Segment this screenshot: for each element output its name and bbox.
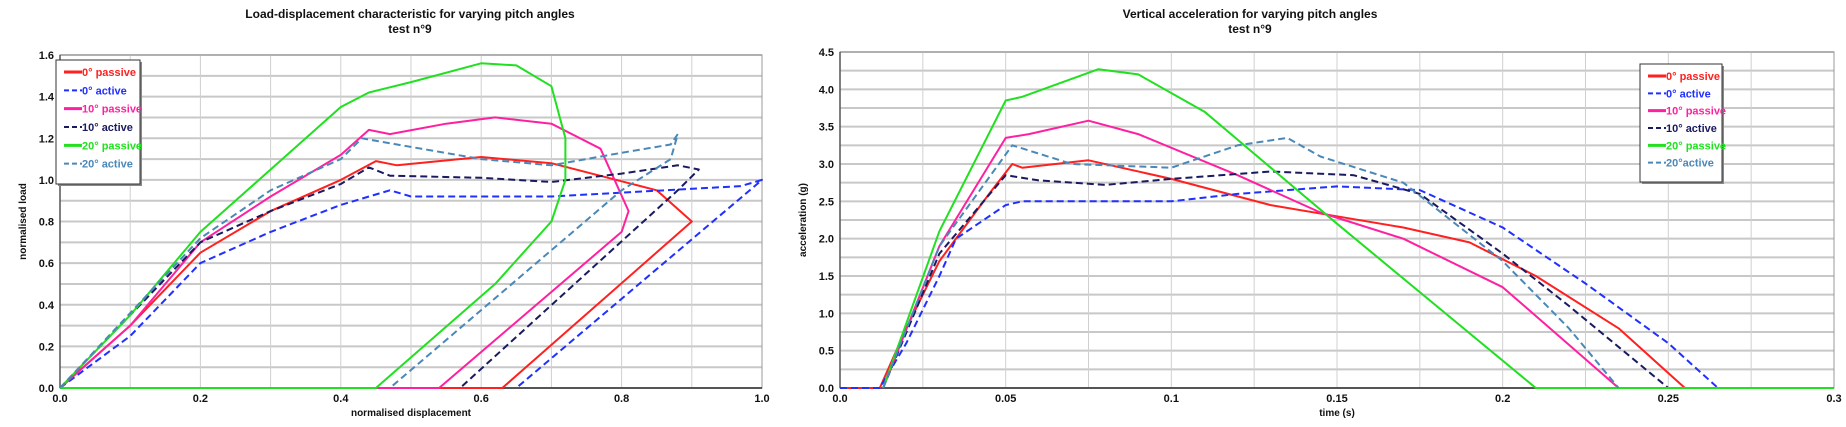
series-line-20-active (882, 136, 1620, 389)
x-tick-label: 0.1 (1164, 393, 1179, 405)
y-tick-label: 1.0 (819, 308, 834, 320)
y-tick-label: 0.0 (39, 383, 54, 395)
y-tick-label: 1.0 (39, 175, 54, 187)
y-tick-label: 2.0 (819, 234, 834, 246)
series-line-10-passive (882, 119, 1620, 389)
legend-label: 10° passive (82, 104, 142, 116)
x-tick-label: 0.4 (333, 393, 349, 405)
y-tick-label: 1.2 (39, 133, 54, 145)
series-line-10-active (882, 170, 1669, 389)
x-tick-label: 0.0 (52, 393, 67, 405)
y-axis-label: normalised load (18, 183, 29, 260)
series-line-10-passive (59, 116, 630, 389)
legend-label: 20° active (82, 159, 133, 171)
chart-title: Load-displacement characteristic for var… (245, 7, 575, 21)
x-tick-label: 0.15 (1326, 393, 1347, 405)
x-tick-label: 0.3 (1826, 393, 1841, 405)
legend-label: 0° passive (1666, 71, 1720, 83)
series-line-0-passive (59, 156, 693, 389)
legend: 0° passive 0° active 10° passive 10° active… (1639, 63, 1726, 184)
y-tick-label: 0.8 (39, 217, 54, 229)
x-tick-label: 0.25 (1658, 393, 1679, 405)
legend-box (1639, 63, 1723, 183)
y-tick-label: 2.5 (819, 196, 834, 208)
y-tick-label: 0.5 (819, 346, 834, 358)
y-tick-label: 4.0 (819, 84, 834, 96)
y-tick-label: 0.0 (819, 383, 834, 395)
chart-subtitle: test n°9 (388, 22, 432, 36)
y-tick-label: 3.5 (819, 122, 834, 134)
legend-label: 20° passive (1666, 140, 1726, 152)
x-tick-label: 0.2 (1495, 393, 1510, 405)
legend-label: 10° active (1666, 123, 1717, 135)
legend-label: 20° passive (82, 140, 142, 152)
legend-label: 0° passive (82, 67, 136, 79)
x-axis-label: normalised displacement (351, 408, 472, 419)
x-tick-label: 0.8 (614, 393, 629, 405)
y-tick-label: 1.5 (819, 271, 834, 283)
legend: 0° passive 0° active 10° passive 10° active… (55, 59, 142, 186)
chart-subtitle: test n°9 (1228, 22, 1272, 36)
series-line-10-active (59, 164, 700, 389)
x-tick-label: 0.0 (832, 393, 847, 405)
y-tick-label: 4.5 (819, 47, 834, 59)
x-axis-label: time (s) (1319, 408, 1355, 419)
series-line-20-active (59, 133, 679, 389)
series-line-20-passive (882, 68, 1834, 389)
legend-label: 0° active (82, 85, 127, 97)
y-tick-label: 1.6 (39, 50, 54, 62)
series-line-20-passive (59, 62, 567, 389)
y-axis-label: acceleration (g) (798, 183, 809, 257)
y-tick-label: 3.0 (819, 159, 834, 171)
x-tick-label: 0.2 (193, 393, 208, 405)
x-tick-label: 1.0 (754, 393, 769, 405)
chart-title: Vertical acceleration for varying pitch … (1123, 7, 1378, 21)
legend-label: 10° active (82, 122, 133, 134)
x-tick-label: 0.05 (995, 393, 1016, 405)
series-line-0-active (59, 178, 763, 389)
legend-box (55, 59, 141, 185)
y-tick-label: 0.6 (39, 258, 54, 270)
series-line-0-active (840, 185, 1719, 389)
y-tick-label: 1.4 (39, 92, 55, 104)
chart-1: 0.0 0.2 0.4 0.6 0.8 1.0 0.0 0.2 0.4 0.6 0.8 1.0 1.2 1… (18, 7, 770, 419)
legend-label: 0° active (1666, 88, 1711, 100)
y-tick-label: 0.4 (39, 300, 55, 312)
chart-2: 0.0 0.05 0.1 0.15 0.2 0.25 0.3 0.0 0.5 1.0 1.5 2.0 2… (798, 7, 1842, 419)
y-tick-label: 0.2 (39, 341, 54, 353)
legend-label: 20°active (1666, 158, 1714, 170)
x-tick-label: 0.6 (474, 393, 489, 405)
legend-label: 10° passive (1666, 106, 1726, 118)
